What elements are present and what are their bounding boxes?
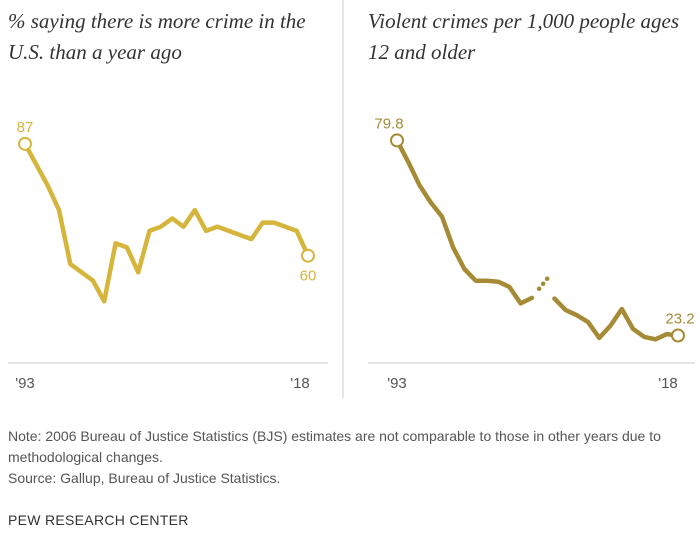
chart-notes: Note: 2006 Bureau of Justice Statistics … (8, 426, 698, 489)
right-dotted-point-1 (540, 281, 546, 287)
right-chart-title: Violent crimes per 1,000 people ages 12 … (368, 9, 680, 64)
left-endpoint-marker-0 (18, 136, 32, 151)
right-endpoint-marker-0 (390, 133, 404, 148)
left-chart-title: % saying there is more crime in the U.S.… (8, 9, 306, 64)
right-dotted-point-2 (544, 276, 550, 282)
brand-name: PEW RESEARCH CENTER (8, 512, 189, 528)
right-x-tick-label-1: '18 (658, 375, 678, 392)
left-series-line-0 (22, 141, 311, 304)
left-data-label-1: 60 (300, 268, 317, 285)
right-x-tick-label-0: '93 (387, 375, 407, 392)
right-data-label-0: 79.8 (374, 115, 403, 132)
left-data-label-0: 87 (17, 119, 34, 136)
right-dotted-point-0 (536, 286, 542, 292)
left-plot: 87 60 '93 '18 (15, 119, 316, 392)
charts-svg: 87 60 '93 '18 79.8 23.2 '93 '18 (8, 0, 695, 398)
note-text: Note: 2006 Bureau of Justice Statistics … (8, 428, 661, 465)
right-series-line-0 (394, 138, 535, 306)
source-text: Source: Gallup, Bureau of Justice Statis… (8, 470, 281, 486)
right-series-line-2 (552, 296, 681, 342)
left-x-tick-label-1: '18 (290, 375, 310, 392)
right-plot: 79.8 23.2 '93 '18 (374, 115, 694, 392)
right-data-label-1: 23.2 (665, 310, 694, 327)
left-x-tick-label-0: '93 (15, 375, 35, 392)
right-endpoint-marker-1 (671, 328, 685, 343)
left-endpoint-marker-1 (301, 248, 315, 263)
